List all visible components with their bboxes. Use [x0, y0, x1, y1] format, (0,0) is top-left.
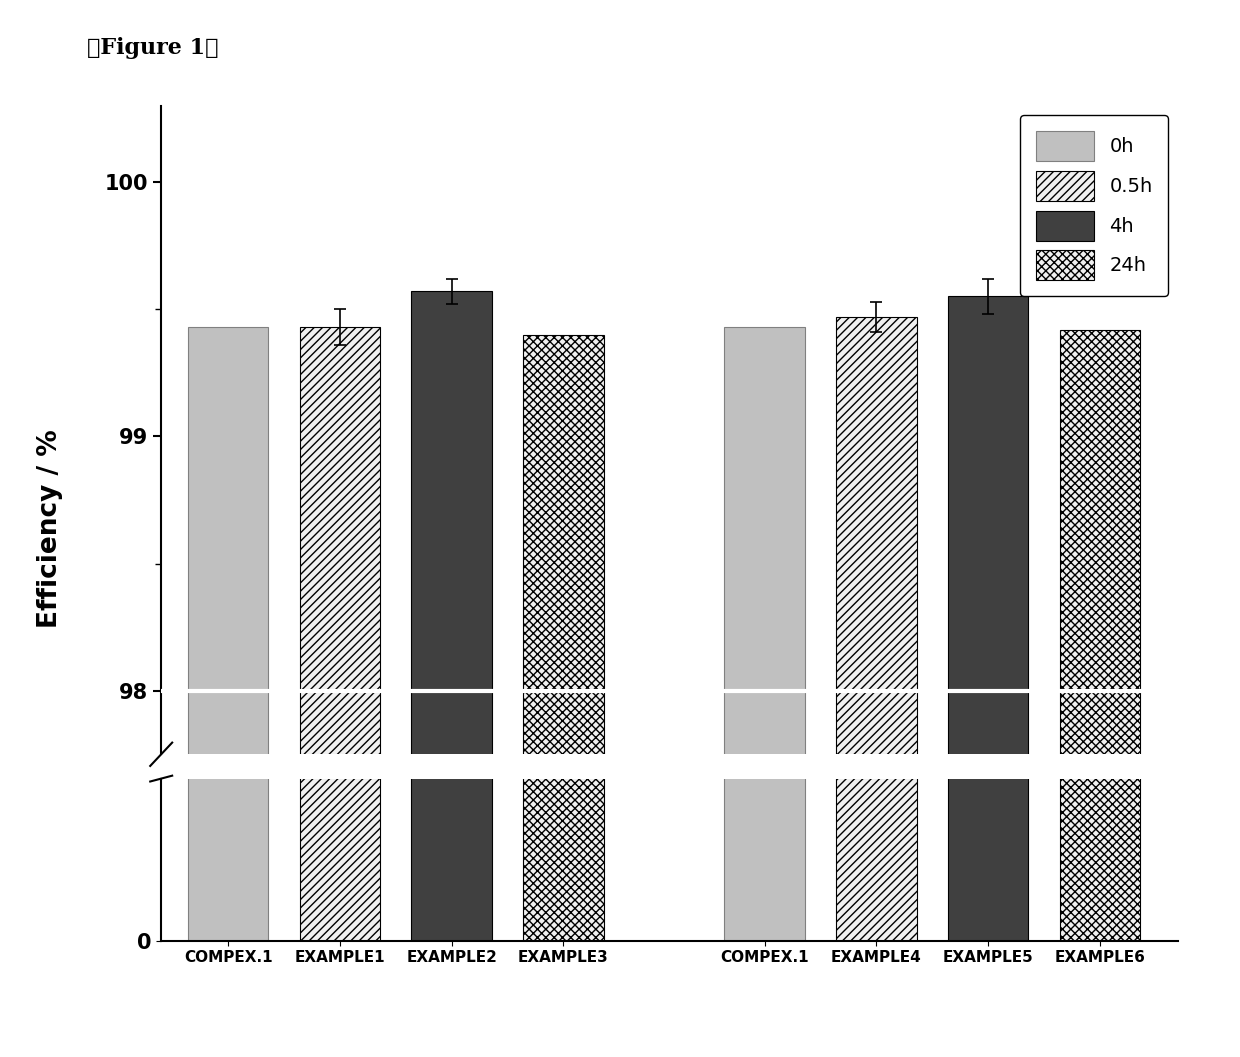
Bar [412, 292, 492, 1057]
Bar [947, 0, 1028, 941]
Text: Efficiency / %: Efficiency / % [37, 429, 62, 628]
Bar [412, 0, 492, 941]
Bar [188, 0, 269, 941]
Bar [300, 0, 381, 941]
Bar [724, 0, 805, 941]
Bar [1059, 0, 1140, 941]
Bar [523, 0, 604, 941]
Bar [300, 327, 381, 1057]
Bar [947, 296, 1028, 1057]
Bar [188, 327, 269, 1057]
Legend: 0h, 0.5h, 4h, 24h: 0h, 0.5h, 4h, 24h [1021, 115, 1168, 296]
Bar [836, 0, 916, 941]
Bar [523, 335, 604, 1057]
Bar [724, 327, 805, 1057]
Bar [836, 317, 916, 1057]
Bar [1059, 330, 1140, 1057]
Text: 【Figure 1】: 【Figure 1】 [87, 37, 218, 59]
